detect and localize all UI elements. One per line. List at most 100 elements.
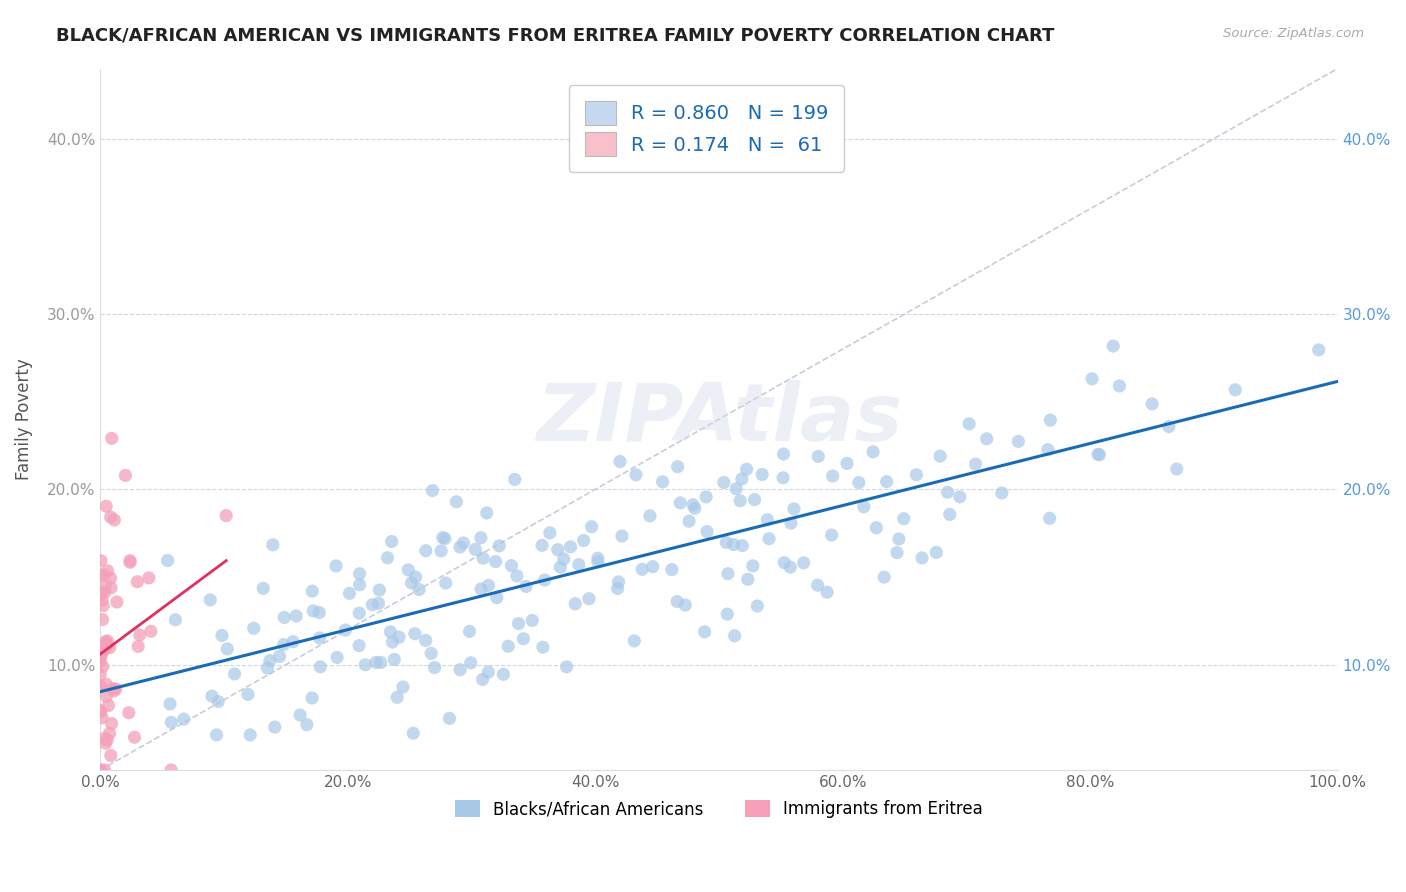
Point xyxy=(90,586,112,600)
Point xyxy=(211,628,233,642)
Legend: Blacks/African Americans, Immigrants from Eritrea: Blacks/African Americans, Immigrants fro… xyxy=(449,793,990,825)
Point xyxy=(862,445,884,459)
Point xyxy=(501,558,523,573)
Point xyxy=(835,457,858,471)
Point xyxy=(433,532,456,546)
Point xyxy=(201,689,224,703)
Point xyxy=(90,647,112,661)
Point xyxy=(1102,339,1125,353)
Point xyxy=(138,571,160,585)
Point xyxy=(547,542,569,557)
Point xyxy=(449,540,471,554)
Point xyxy=(1225,383,1247,397)
Point xyxy=(772,471,794,485)
Point xyxy=(560,540,582,554)
Point xyxy=(420,646,443,660)
Point xyxy=(207,694,229,708)
Point xyxy=(100,716,122,731)
Point xyxy=(1007,434,1029,449)
Point xyxy=(156,553,179,567)
Point xyxy=(118,555,141,569)
Point xyxy=(98,640,121,655)
Point xyxy=(1308,343,1330,357)
Point xyxy=(434,576,457,591)
Point xyxy=(91,599,114,613)
Point xyxy=(308,631,330,645)
Point xyxy=(439,711,461,725)
Point xyxy=(470,531,492,545)
Point xyxy=(415,633,437,648)
Point xyxy=(215,508,238,523)
Point xyxy=(103,684,125,698)
Point xyxy=(779,560,801,574)
Point xyxy=(94,579,117,593)
Point xyxy=(848,475,870,490)
Point xyxy=(572,533,595,548)
Point xyxy=(96,690,118,704)
Point xyxy=(381,635,404,649)
Point xyxy=(224,667,246,681)
Point xyxy=(717,566,740,581)
Point xyxy=(531,640,554,655)
Point xyxy=(273,610,295,624)
Point xyxy=(160,763,183,777)
Point xyxy=(492,667,515,681)
Point xyxy=(453,536,475,550)
Point xyxy=(696,524,718,539)
Point xyxy=(200,592,222,607)
Point xyxy=(638,508,661,523)
Text: Source: ZipAtlas.com: Source: ZipAtlas.com xyxy=(1223,27,1364,40)
Point xyxy=(666,459,689,474)
Point xyxy=(128,628,150,642)
Point xyxy=(118,554,141,568)
Point xyxy=(957,417,980,431)
Point xyxy=(716,535,738,549)
Point xyxy=(94,731,117,746)
Point xyxy=(430,544,453,558)
Point xyxy=(609,454,631,468)
Point xyxy=(1157,419,1180,434)
Point xyxy=(273,638,295,652)
Point xyxy=(723,629,745,643)
Point xyxy=(364,656,387,670)
Point xyxy=(91,593,114,607)
Point xyxy=(682,498,704,512)
Point xyxy=(651,475,673,489)
Point xyxy=(96,733,118,747)
Point xyxy=(422,483,444,498)
Point xyxy=(485,555,508,569)
Point xyxy=(624,467,647,482)
Point xyxy=(89,703,111,717)
Point xyxy=(368,582,391,597)
Point xyxy=(949,490,972,504)
Point xyxy=(105,595,128,609)
Point xyxy=(741,558,763,573)
Point xyxy=(295,717,318,731)
Point xyxy=(93,568,115,582)
Point xyxy=(263,720,285,734)
Point xyxy=(472,551,495,566)
Point xyxy=(578,591,600,606)
Point xyxy=(91,711,114,725)
Point xyxy=(89,655,111,669)
Point xyxy=(773,556,796,570)
Point xyxy=(392,680,415,694)
Point xyxy=(1088,448,1111,462)
Point xyxy=(678,514,700,528)
Point xyxy=(586,555,609,569)
Point xyxy=(97,698,120,713)
Point xyxy=(606,582,628,596)
Point xyxy=(716,607,738,621)
Point xyxy=(217,641,239,656)
Point xyxy=(1108,379,1130,393)
Point xyxy=(693,624,716,639)
Point xyxy=(89,763,111,777)
Point xyxy=(405,570,427,584)
Point xyxy=(508,616,530,631)
Point xyxy=(936,485,959,500)
Point xyxy=(735,462,758,476)
Point xyxy=(475,506,498,520)
Point xyxy=(610,529,633,543)
Point xyxy=(506,569,529,583)
Point xyxy=(281,634,304,648)
